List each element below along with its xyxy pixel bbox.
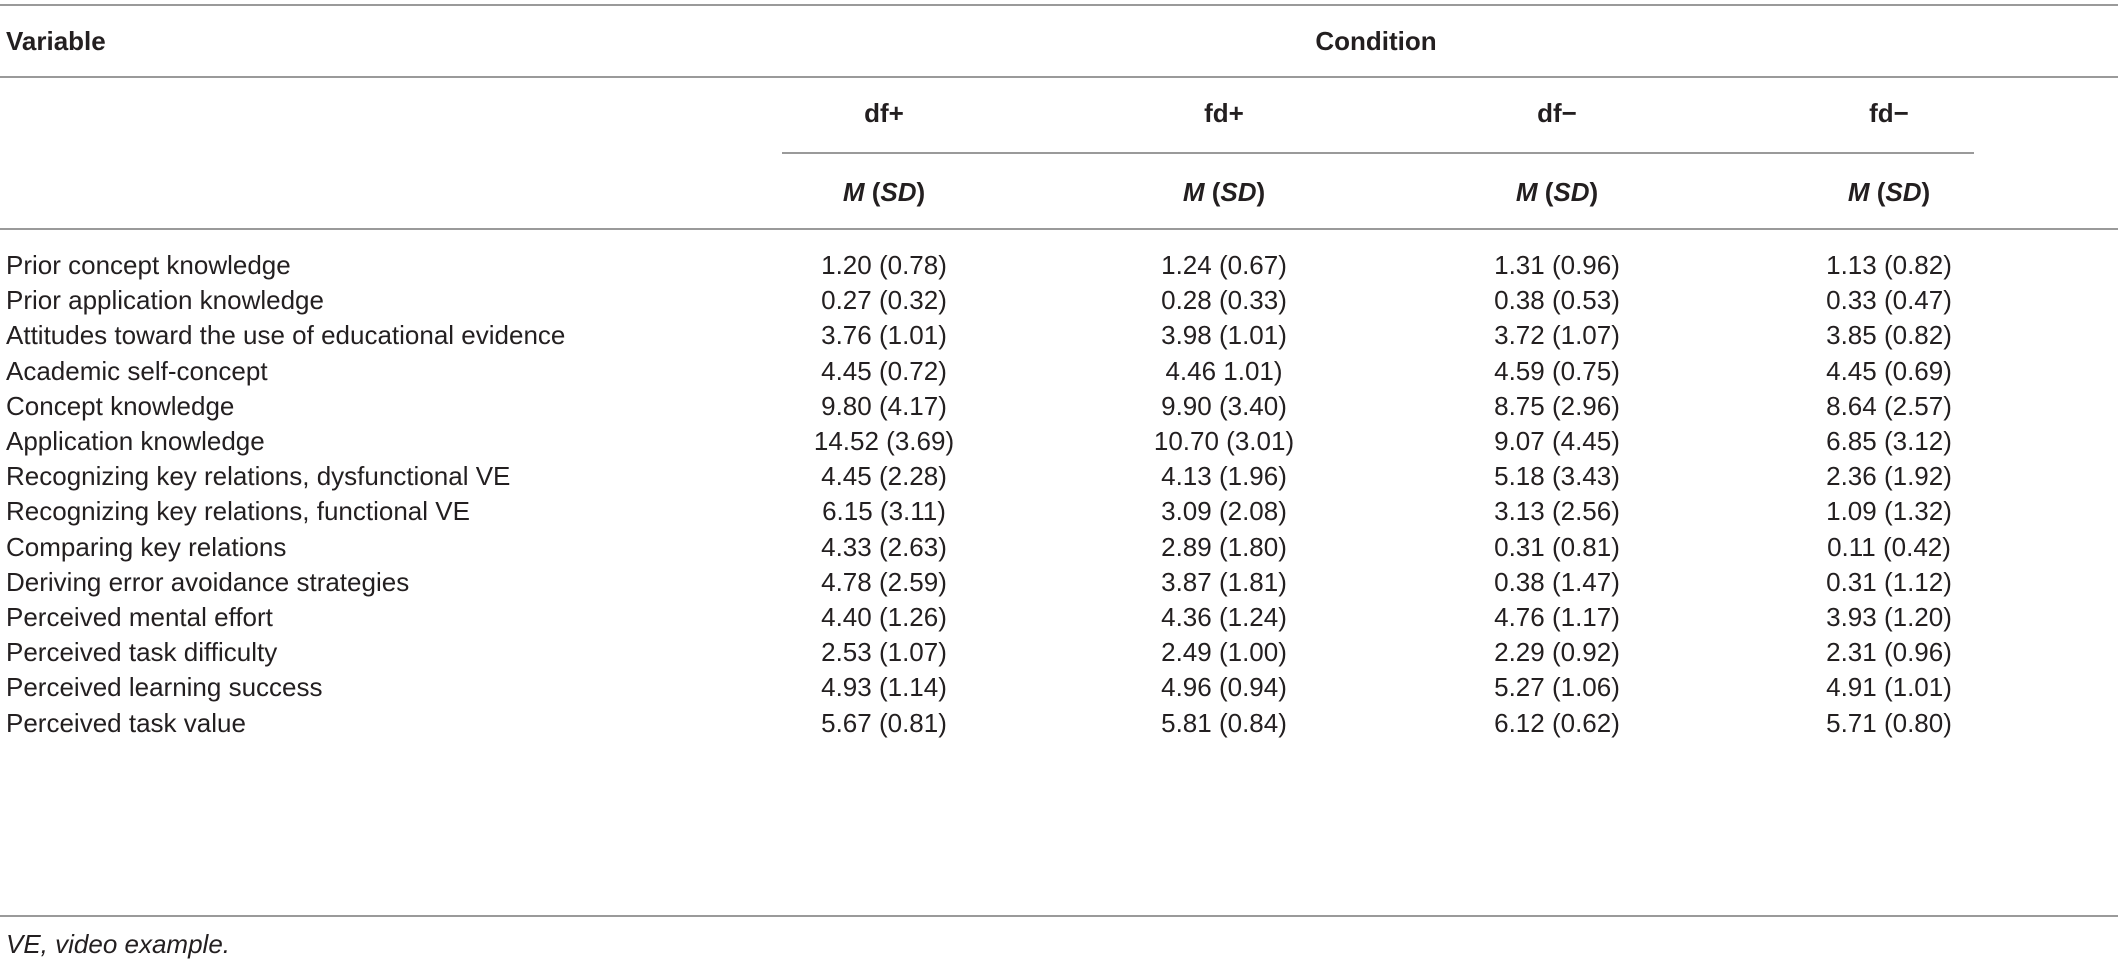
table-cell: 4.59 (0.75)	[1494, 356, 1620, 386]
table-cell: 0.31 (1.12)	[1826, 567, 1952, 597]
table-cell: 4.78 (2.59)	[821, 567, 947, 597]
row-label: Prior application knowledge	[6, 285, 324, 315]
table-cell: 5.71 (0.80)	[1826, 708, 1952, 738]
stat-m-label: M	[1182, 177, 1205, 207]
table-top-rule	[0, 4, 2118, 6]
table-cell: 0.38 (1.47)	[1494, 567, 1620, 597]
table-cell: 4.76 (1.17)	[1494, 602, 1620, 632]
table-cell: 3.93 (1.20)	[1826, 602, 1952, 632]
column-header-fd-plus: fd+	[1204, 98, 1244, 128]
table-cell: 10.70 (3.01)	[1153, 426, 1295, 456]
table-cell: 8.75 (2.96)	[1494, 391, 1620, 421]
column-header-df-minus: df−	[1537, 98, 1577, 128]
row-label: Recognizing key relations, dysfunctional…	[6, 461, 511, 491]
stat-header-df-minus: M (SD)	[1515, 177, 1599, 207]
stat-sd-label: SD	[1553, 177, 1590, 207]
header-rule	[0, 76, 2118, 78]
table-cell: 4.91 (1.01)	[1826, 672, 1952, 702]
condition-header: Condition	[1315, 26, 1437, 56]
table-cell: 2.49 (1.00)	[1161, 637, 1287, 667]
table-cell: 3.09 (2.08)	[1161, 496, 1287, 526]
table-cell: 1.24 (0.67)	[1161, 250, 1287, 280]
table-cell: 4.46 1.01)	[1165, 356, 1283, 386]
table-cell: 3.98 (1.01)	[1161, 320, 1287, 350]
table-cell: 2.36 (1.92)	[1826, 461, 1952, 491]
table-cell: 8.64 (2.57)	[1826, 391, 1952, 421]
table-cell: 4.36 (1.24)	[1161, 602, 1287, 632]
table-cell: 3.85 (0.82)	[1826, 320, 1952, 350]
table-footnote: VE, video example.	[6, 929, 231, 959]
table-cell: 3.13 (2.56)	[1494, 496, 1620, 526]
variable-header: Variable	[6, 26, 106, 56]
table-cell: 3.72 (1.07)	[1494, 320, 1620, 350]
table-cell: 3.87 (1.81)	[1161, 567, 1287, 597]
table-cell: 5.18 (3.43)	[1494, 461, 1620, 491]
table-cell: 5.27 (1.06)	[1494, 672, 1620, 702]
table-cell: 4.40 (1.26)	[821, 602, 947, 632]
row-label: Application knowledge	[6, 426, 265, 456]
table-cell: 4.45 (0.69)	[1826, 356, 1952, 386]
stat-m-label: M	[842, 177, 865, 207]
table-cell: 0.28 (0.33)	[1161, 285, 1287, 315]
stat-sd-label: SD	[1885, 177, 1922, 207]
table-cell: 0.38 (0.53)	[1494, 285, 1620, 315]
row-label: Perceived task value	[6, 708, 246, 738]
table-cell: 2.89 (1.80)	[1161, 532, 1287, 562]
row-label: Academic self-concept	[6, 356, 268, 386]
table-cell: 4.93 (1.14)	[821, 672, 947, 702]
table-cell: 1.20 (0.78)	[821, 250, 947, 280]
column-header-df-plus: df+	[864, 98, 904, 128]
stat-header-fd-minus: M (SD)	[1847, 177, 1931, 207]
row-label: Deriving error avoidance strategies	[6, 567, 410, 597]
stat-header-fd-plus: M (SD)	[1182, 177, 1266, 207]
table-cell: 9.80 (4.17)	[821, 391, 947, 421]
table-cell: 9.07 (4.45)	[1494, 426, 1620, 456]
table-cell: 1.13 (0.82)	[1826, 250, 1952, 280]
table-cell: 0.11 (0.42)	[1827, 532, 1951, 562]
table-cell: 4.45 (0.72)	[821, 356, 947, 386]
table-cell: 5.67 (0.81)	[821, 708, 947, 738]
row-label: Prior concept knowledge	[6, 250, 291, 280]
row-label: Attitudes toward the use of educational …	[6, 320, 566, 350]
table-cell: 0.27 (0.32)	[821, 285, 947, 315]
table-cell: 14.52 (3.69)	[813, 426, 955, 456]
column-header-fd-minus: fd−	[1869, 98, 1909, 128]
table-cell: 2.29 (0.92)	[1494, 637, 1620, 667]
table-cell: 2.31 (0.96)	[1826, 637, 1952, 667]
table-cell: 6.85 (3.12)	[1826, 426, 1952, 456]
stat-m-label: M	[1515, 177, 1538, 207]
table-cell: 6.15 (3.11)	[822, 496, 946, 526]
table-cell: 9.90 (3.40)	[1161, 391, 1287, 421]
row-label: Concept knowledge	[6, 391, 235, 421]
table-cell: 0.31 (0.81)	[1494, 532, 1620, 562]
table-cell: 1.31 (0.96)	[1494, 250, 1620, 280]
table-cell: 0.33 (0.47)	[1826, 285, 1952, 315]
stat-sd-label: SD	[1220, 177, 1257, 207]
table-cell: 1.09 (1.32)	[1826, 496, 1952, 526]
row-label: Comparing key relations	[6, 532, 287, 562]
table-cell: 4.96 (0.94)	[1161, 672, 1287, 702]
row-label: Perceived task difficulty	[6, 637, 278, 667]
table-cell: 6.12 (0.62)	[1494, 708, 1620, 738]
stat-header-rule	[0, 228, 2118, 230]
row-label: Perceived learning success	[6, 672, 323, 702]
stat-sd-label: SD	[880, 177, 917, 207]
table-cell: 4.33 (2.63)	[821, 532, 947, 562]
table-bottom-rule	[0, 915, 2118, 917]
stat-header-df-plus: M (SD)	[842, 177, 926, 207]
condition-subrule	[782, 152, 1974, 154]
table-cell: 5.81 (0.84)	[1161, 708, 1287, 738]
table-cell: 4.13 (1.96)	[1161, 461, 1287, 491]
table-cell: 2.53 (1.07)	[821, 637, 947, 667]
row-label: Recognizing key relations, functional VE	[6, 496, 470, 526]
table-cell: 3.76 (1.01)	[821, 320, 947, 350]
table-cell: 4.45 (2.28)	[821, 461, 947, 491]
stat-m-label: M	[1847, 177, 1870, 207]
row-label: Perceived mental effort	[6, 602, 273, 632]
